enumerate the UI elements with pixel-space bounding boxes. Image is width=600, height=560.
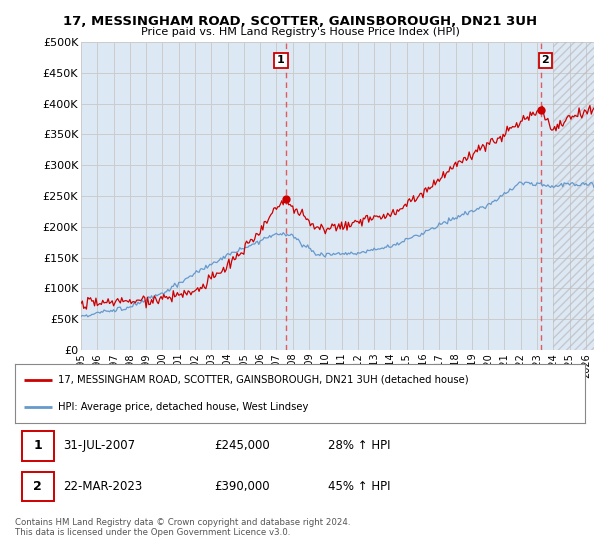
Text: 2: 2 xyxy=(34,480,42,493)
Text: 31-JUL-2007: 31-JUL-2007 xyxy=(64,440,136,452)
Text: HPI: Average price, detached house, West Lindsey: HPI: Average price, detached house, West… xyxy=(58,402,308,412)
Text: £245,000: £245,000 xyxy=(215,440,270,452)
Text: 1: 1 xyxy=(277,55,285,66)
Bar xyxy=(553,42,594,350)
Text: 45% ↑ HPI: 45% ↑ HPI xyxy=(329,480,391,493)
Text: 22-MAR-2023: 22-MAR-2023 xyxy=(64,480,143,493)
FancyBboxPatch shape xyxy=(22,431,55,460)
Text: 17, MESSINGHAM ROAD, SCOTTER, GAINSBOROUGH, DN21 3UH (detached house): 17, MESSINGHAM ROAD, SCOTTER, GAINSBOROU… xyxy=(58,375,469,385)
Text: 28% ↑ HPI: 28% ↑ HPI xyxy=(329,440,391,452)
Text: 17, MESSINGHAM ROAD, SCOTTER, GAINSBOROUGH, DN21 3UH: 17, MESSINGHAM ROAD, SCOTTER, GAINSBOROU… xyxy=(63,15,537,28)
Text: 1: 1 xyxy=(34,440,42,452)
FancyBboxPatch shape xyxy=(22,472,55,501)
Text: 2: 2 xyxy=(542,55,550,66)
Text: Price paid vs. HM Land Registry's House Price Index (HPI): Price paid vs. HM Land Registry's House … xyxy=(140,27,460,37)
Text: Contains HM Land Registry data © Crown copyright and database right 2024.
This d: Contains HM Land Registry data © Crown c… xyxy=(15,518,350,538)
Text: £390,000: £390,000 xyxy=(215,480,270,493)
